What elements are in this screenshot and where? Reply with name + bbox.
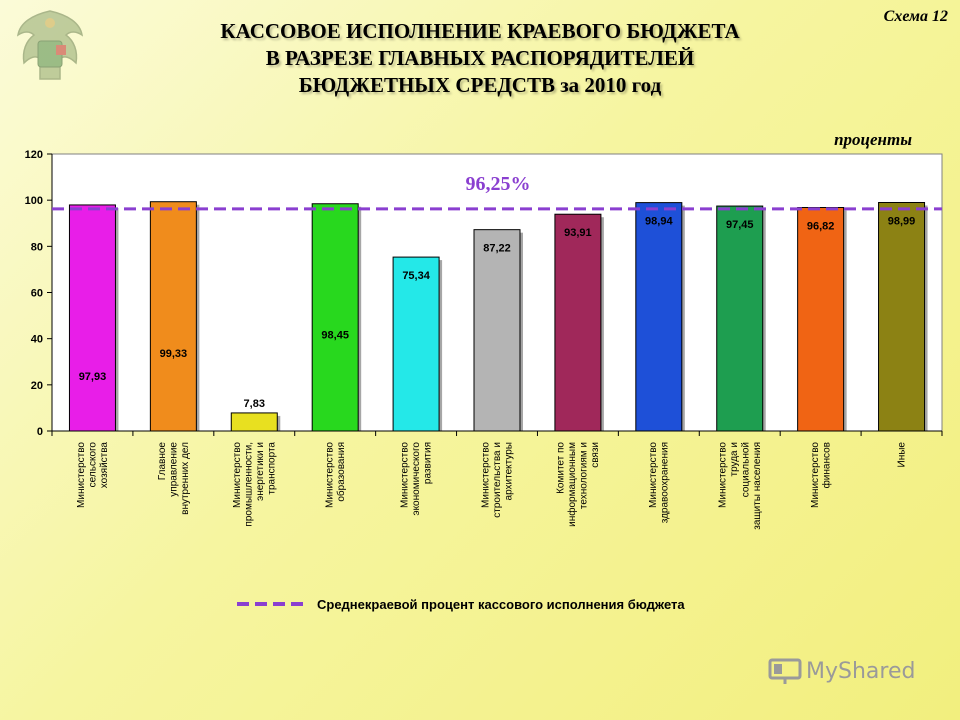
scheme-label: Схема 12	[883, 8, 948, 25]
bar-value-label: 98,94	[645, 216, 673, 228]
legend: Среднекраевой процент кассового исполнен…	[237, 594, 685, 614]
category-label: Министерство	[76, 442, 87, 508]
bar-value-label: 87,22	[483, 243, 511, 255]
category-label: технологиям и	[579, 442, 590, 509]
category-label: здравоохранения	[660, 442, 671, 523]
bar-value-label: 7,83	[244, 398, 265, 410]
category-label: финансов	[820, 442, 832, 488]
category-label: Комитет по	[556, 442, 567, 494]
y-tick-label: 120	[25, 149, 43, 161]
bar	[635, 202, 683, 432]
category-label: архитектуры	[504, 442, 515, 500]
bar	[797, 207, 845, 432]
category-label: Министерство	[324, 442, 335, 508]
y-tick-label: 80	[31, 241, 43, 253]
y-tick-label: 40	[31, 334, 43, 346]
category-label: Министерство	[481, 442, 492, 508]
bar-value-label: 98,99	[888, 215, 916, 227]
bar	[68, 204, 116, 432]
y-tick-label: 60	[31, 288, 43, 300]
bar	[473, 229, 521, 432]
bar-value-label: 98,45	[321, 330, 349, 342]
bar	[392, 256, 440, 432]
bar-value-label: 97,45	[726, 219, 754, 231]
category-label: экономического	[411, 442, 422, 516]
bar-value-label: 97,93	[79, 371, 107, 383]
category-label: Министерство	[400, 442, 411, 508]
y-tick-label: 0	[37, 426, 43, 438]
bar-value-label: 93,91	[564, 227, 592, 239]
bar	[311, 203, 359, 432]
bar-value-label: 96,82	[807, 221, 835, 233]
category-label: связи	[590, 442, 601, 468]
watermark-text: MyShared	[806, 658, 916, 684]
bar	[230, 412, 278, 432]
category-label: сельского	[87, 442, 98, 488]
category-label: энергетики и	[255, 442, 266, 501]
bar	[878, 201, 926, 432]
legend-label: Среднекраевой процент кассового исполнен…	[317, 596, 685, 612]
category-label: Главное	[157, 442, 168, 481]
category-label: развития	[423, 442, 434, 484]
bar-value-label: 99,33	[160, 348, 188, 360]
watermark: MyShared	[768, 656, 915, 686]
category-label: Министерство	[232, 442, 243, 508]
category-label: социальной	[740, 442, 751, 497]
coat-of-arms-emblem	[16, 10, 84, 80]
bar	[716, 205, 764, 432]
title-line: В РАЗРЕЗЕ ГЛАВНЫХ РАСПОРЯДИТЕЛЕЙ	[265, 46, 695, 70]
category-label: труда и	[729, 442, 740, 476]
category-label: Министерство	[648, 442, 659, 508]
category-label: Министерство	[717, 442, 728, 508]
bar-value-label: 75,34	[402, 270, 430, 282]
category-label: информационным	[566, 442, 578, 527]
category-label: Министерство	[810, 442, 821, 508]
y-tick-label: 100	[25, 195, 43, 207]
category-label: транспорта	[267, 442, 278, 495]
title-line: КАССОВОЕ ИСПОЛНЕНИЕ КРАЕВОГО БЮДЖЕТА	[220, 19, 740, 43]
category-label: Иные	[897, 442, 908, 468]
page-title: КАССОВОЕ ИСПОЛНЕНИЕ КРАЕВОГО БЮДЖЕТА В Р…	[100, 18, 860, 99]
category-label: строительства и	[492, 442, 503, 518]
category-label: защиты населения	[752, 442, 763, 530]
category-label: промышленности,	[244, 442, 255, 527]
average-value-label: 96,25%	[466, 173, 531, 195]
title-line: БЮДЖЕТНЫХ СРЕДСТВ за 2010 год	[298, 73, 662, 97]
category-label: внутренних дел	[180, 442, 191, 515]
category-label: образования	[335, 442, 347, 502]
presentation-icon	[768, 658, 802, 684]
legend-dashed-line-swatch	[237, 602, 309, 606]
category-label: хозяйства	[99, 442, 110, 489]
category-label: управление	[168, 442, 179, 497]
bar	[554, 213, 602, 432]
y-tick-label: 20	[31, 380, 43, 392]
units-label: проценты	[834, 130, 912, 149]
bar	[149, 201, 197, 432]
